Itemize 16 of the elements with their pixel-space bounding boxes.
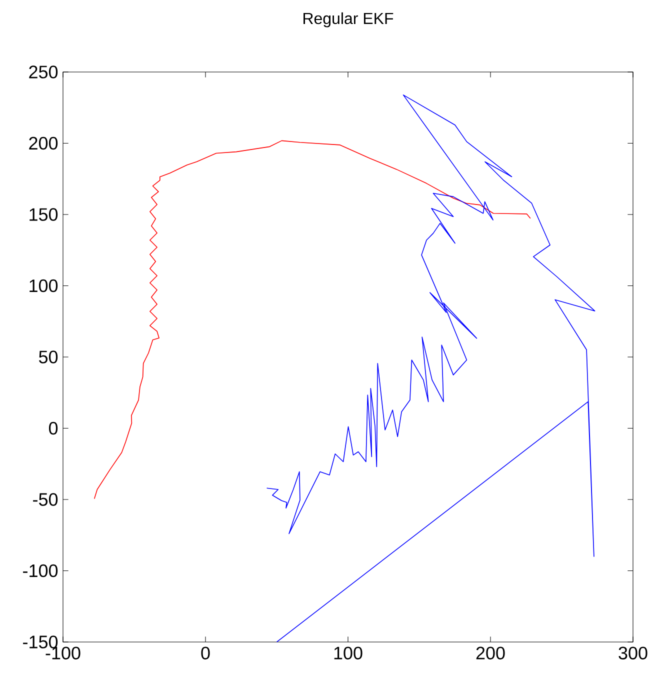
- line-series: [94, 140, 531, 500]
- x-tick-label: 0: [201, 646, 210, 660]
- line-series: [266, 94, 596, 642]
- x-tick-label: 300: [618, 646, 648, 660]
- x-tick-label: 200: [476, 646, 505, 660]
- y-tick-label: -50: [33, 493, 58, 506]
- chart-title: Regular EKF: [304, 12, 394, 28]
- y-tick-label: 0: [48, 422, 58, 435]
- y-tick-label: -100: [23, 564, 58, 578]
- y-tick-label: 100: [30, 279, 58, 292]
- y-tick-label: -150: [23, 636, 58, 648]
- x-tick-label: 100: [334, 646, 362, 660]
- y-tick-label: 250: [29, 66, 58, 78]
- y-tick-label: 200: [29, 136, 58, 150]
- y-tick-label: 50: [38, 350, 58, 364]
- y-tick-label: 150: [30, 208, 58, 221]
